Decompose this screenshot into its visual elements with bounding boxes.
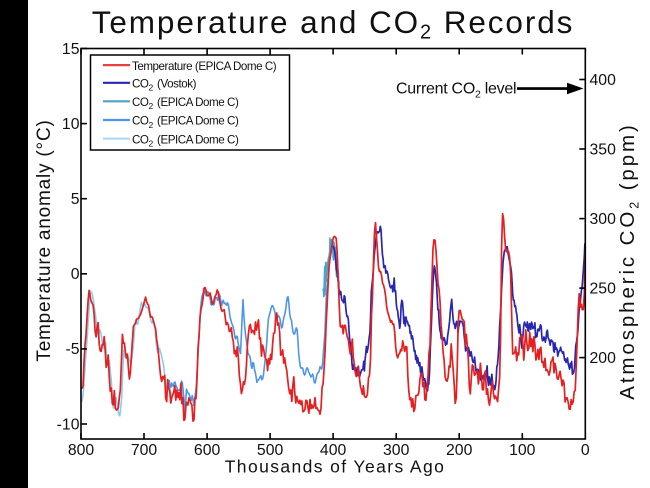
svg-text:300: 300 [383, 442, 410, 459]
svg-text:CO2 (Vostok): CO2 (Vostok) [132, 77, 197, 92]
svg-text:Temperature anomaly (°C): Temperature anomaly (°C) [34, 119, 55, 361]
svg-text:350: 350 [590, 141, 617, 158]
svg-text:CO2 (EPICA Dome C): CO2 (EPICA Dome C) [132, 133, 239, 148]
svg-text:100: 100 [509, 442, 536, 459]
svg-text:700: 700 [131, 442, 158, 459]
svg-text:200: 200 [590, 350, 617, 367]
svg-text:-10: -10 [57, 416, 80, 433]
svg-text:Current CO2 level: Current CO2 level [396, 81, 516, 101]
svg-text:0: 0 [71, 266, 80, 283]
svg-text:500: 500 [257, 442, 284, 459]
svg-text:Temperature and CO2 Records: Temperature and CO2 Records [92, 4, 575, 44]
svg-text:400: 400 [590, 72, 617, 89]
svg-text:Atmospheric CO2 (ppm): Atmospheric CO2 (ppm) [616, 122, 642, 399]
svg-text:0: 0 [581, 442, 590, 459]
svg-text:Thousands of Years Ago: Thousands of Years Ago [225, 457, 446, 477]
svg-text:400: 400 [320, 442, 347, 459]
svg-text:CO2 (EPICA Dome C): CO2 (EPICA Dome C) [132, 115, 239, 130]
svg-text:15: 15 [62, 41, 80, 58]
svg-text:600: 600 [194, 442, 221, 459]
svg-text:Temperature (EPICA Dome C): Temperature (EPICA Dome C) [132, 60, 277, 73]
svg-text:CO2 (EPICA Dome C): CO2 (EPICA Dome C) [132, 96, 239, 111]
svg-text:200: 200 [446, 442, 473, 459]
svg-text:5: 5 [71, 191, 80, 208]
svg-text:250: 250 [590, 280, 617, 297]
svg-text:10: 10 [62, 116, 80, 133]
svg-text:300: 300 [590, 211, 617, 228]
svg-text:800: 800 [68, 442, 95, 459]
svg-text:-5: -5 [65, 341, 79, 358]
